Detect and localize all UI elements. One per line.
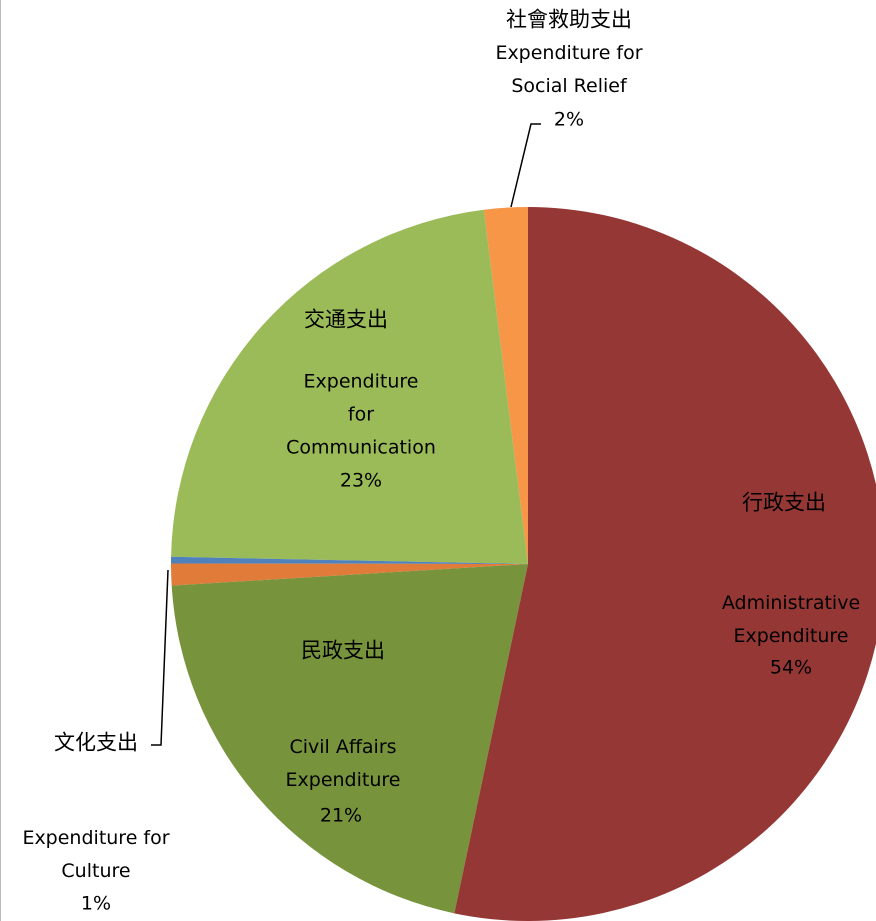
pie-slice (483, 207, 528, 564)
value-label: 2% (553, 108, 585, 131)
label-en: Expenditure for Social Relief (495, 42, 643, 97)
label-zh: 民政支出 (301, 638, 385, 663)
pie-slice (171, 556, 528, 564)
label-en: Expenditure for Culture (22, 827, 170, 882)
label-zh: 社會救助支出 (506, 7, 632, 32)
value-label: 23% (339, 469, 383, 492)
value-label: 54% (769, 656, 813, 679)
value-label: 21% (319, 804, 363, 827)
pie-slice (171, 209, 529, 565)
pie-slice (171, 564, 528, 914)
label-en: Civil Affairs Expenditure (285, 736, 401, 791)
label-zh: 文化支出 (54, 730, 138, 755)
pie-slice (454, 207, 876, 921)
value-label: 1% (80, 892, 112, 915)
pie-slice (171, 563, 528, 586)
label-en: Administrative Expenditure (721, 592, 861, 647)
leader-line (151, 569, 169, 746)
leader-line (510, 123, 541, 208)
label-en: Expenditure for Communication (286, 370, 436, 459)
label-zh: 交通支出 (304, 307, 388, 332)
label-zh: 行政支出 (742, 490, 826, 515)
